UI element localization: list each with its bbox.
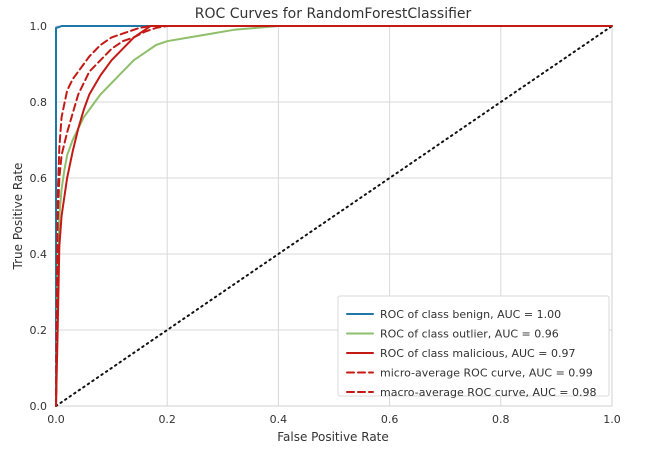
y-tick-label: 1.0	[30, 20, 48, 33]
y-tick-label: 0.0	[30, 400, 48, 413]
x-tick-label: 1.0	[603, 413, 621, 426]
x-tick-label: 0.6	[381, 413, 399, 426]
chart-title: ROC Curves for RandomForestClassifier	[195, 6, 472, 22]
y-tick-label: 0.2	[30, 324, 48, 337]
diagonal-layer	[55, 25, 613, 407]
series-line-3	[55, 25, 613, 407]
series-line-5	[55, 25, 613, 407]
y-tick-label: 0.6	[30, 172, 48, 185]
y-axis-label: True Positive Rate	[11, 163, 25, 271]
x-tick-label: 0.0	[47, 413, 65, 426]
legend-label: macro-average ROC curve, AUC = 0.98	[380, 386, 596, 399]
legend-label: ROC of class outlier, AUC = 0.96	[380, 328, 559, 341]
x-axis-label: False Positive Rate	[277, 430, 389, 444]
y-tick-label: 0.8	[30, 96, 48, 109]
y-tick-label: 0.4	[30, 248, 48, 261]
series-line-2	[55, 25, 613, 407]
axis-layer: 0.0 0.2 0.4 0.6 0.8 1.0 0.0 0.2 0.4 0.6 0.8 1.0	[30, 20, 621, 426]
x-tick-label: 0.2	[158, 413, 176, 426]
legend-label: micro-average ROC curve, AUC = 0.99	[380, 367, 593, 380]
x-tick-label: 0.4	[270, 413, 288, 426]
legend-box	[337, 295, 610, 397]
series-line-4	[55, 25, 613, 407]
x-tick-label: 0.8	[492, 413, 510, 426]
diagonal-reference-line	[55, 25, 613, 407]
legend-label: ROC of class malicious, AUC = 0.97	[380, 347, 575, 360]
legend-label: ROC of class benign, AUC = 1.00	[380, 308, 561, 321]
series-layer	[55, 25, 613, 407]
legend: ROC of class benign, AUC = 1.00 ROC of cl…	[337, 295, 610, 399]
